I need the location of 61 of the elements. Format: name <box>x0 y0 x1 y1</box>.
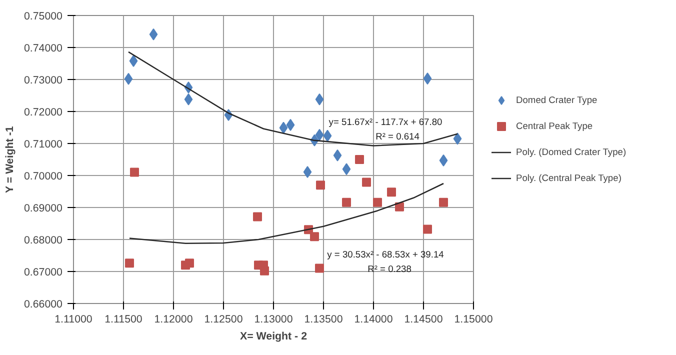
point <box>439 198 448 207</box>
x-tick-label: 1.12500 <box>204 314 243 326</box>
x-tick-label: 1.13500 <box>304 314 343 326</box>
line-series <box>128 182 444 244</box>
y-tick-label: 0.72000 <box>24 106 63 118</box>
y-tick-label: 0.70000 <box>24 170 63 182</box>
x-tick-label: 1.11500 <box>104 314 142 326</box>
legend-label: Domed Crater Type <box>516 94 598 106</box>
point <box>342 163 351 176</box>
x-tick-label: 1.11000 <box>54 314 92 326</box>
point <box>387 188 396 197</box>
x-tick-label: 1.13000 <box>254 314 293 326</box>
x-tick-label: 1.14500 <box>404 314 443 326</box>
point <box>316 180 325 190</box>
y-tick-label: 0.73000 <box>24 74 63 86</box>
point <box>286 118 295 131</box>
point <box>423 72 432 85</box>
point <box>125 258 134 268</box>
x-tick-label: 1.12000 <box>154 314 193 326</box>
y-axis-title: Y = Weight -1 <box>4 126 16 194</box>
point <box>373 198 382 207</box>
y-tick-label: 0.67000 <box>24 266 63 278</box>
x-tick-label: 1.15000 <box>454 314 493 326</box>
point <box>355 155 364 164</box>
legend-label: Poly. (Domed Crater Type) <box>516 146 626 158</box>
point <box>253 212 262 222</box>
point <box>185 258 194 268</box>
y-tick-label: 0.68000 <box>24 234 63 246</box>
y-tick-label: 0.66000 <box>24 298 63 310</box>
point <box>310 232 319 242</box>
point <box>149 28 158 40</box>
annotation: R² = 0.238 <box>368 264 412 274</box>
y-tick-label: 0.75000 <box>24 10 63 22</box>
annotation: y= 51.67x² - 117.7x + 67.80 <box>328 117 442 128</box>
legend-label: Central Peak Type <box>516 120 593 132</box>
point <box>315 264 324 273</box>
point <box>184 93 193 106</box>
y-tick-label: 0.69000 <box>24 202 63 214</box>
legend-label: Poly. (Central Peak Type) <box>516 172 622 184</box>
point <box>423 224 432 234</box>
y-tick-label: 0.71000 <box>24 138 63 150</box>
point <box>333 149 342 162</box>
point <box>303 166 312 178</box>
point <box>395 202 404 212</box>
annotation: y = 30.53x² - 68.53x + 39.14 <box>327 250 444 260</box>
x-axis-title: X= Weight - 2 <box>240 330 308 342</box>
point <box>323 130 332 142</box>
point <box>453 132 462 145</box>
point <box>315 93 324 106</box>
point <box>439 154 448 166</box>
point <box>124 72 133 85</box>
point <box>130 168 139 177</box>
point <box>362 178 371 187</box>
y-tick-label: 0.74000 <box>24 42 63 54</box>
x-tick-label: 1.14000 <box>354 314 393 326</box>
point <box>260 266 269 276</box>
point <box>279 122 288 134</box>
point <box>315 128 324 141</box>
point <box>129 54 138 67</box>
annotation: R² = 0.614 <box>376 131 420 142</box>
point <box>342 198 351 207</box>
